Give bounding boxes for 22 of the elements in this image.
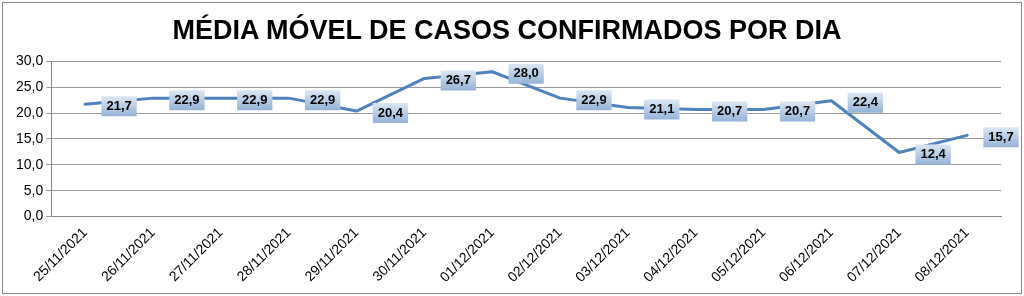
data-label: 26,7 — [445, 72, 471, 88]
data-label: 20,7 — [716, 103, 743, 119]
y-tick-label: 0,0 — [23, 207, 44, 224]
y-tick-label: 30,0 — [16, 52, 44, 69]
data-label: 20,7 — [784, 103, 811, 119]
data-label: 22,9 — [242, 91, 268, 107]
data-label: 28,0 — [513, 65, 539, 81]
chart-title: MÉDIA MÓVEL DE CASOS CONFIRMADOS POR DIA — [172, 13, 842, 45]
data-label: 21,1 — [649, 101, 675, 117]
data-label: 20,4 — [377, 104, 404, 120]
y-tick-label: 10,0 — [16, 155, 44, 172]
y-tick-label: 15,0 — [16, 129, 44, 146]
y-tick-label: 5,0 — [23, 181, 44, 198]
y-tick-label: 20,0 — [16, 103, 44, 120]
data-label: 22,4 — [852, 94, 879, 110]
data-label: 21,7 — [106, 97, 132, 113]
data-label: 12,4 — [920, 146, 947, 162]
y-tick-label: 25,0 — [16, 78, 44, 95]
data-label: 15,7 — [988, 128, 1014, 144]
data-label: 22,9 — [174, 91, 200, 107]
data-label: 22,9 — [581, 91, 607, 107]
data-label: 22,9 — [309, 91, 336, 107]
